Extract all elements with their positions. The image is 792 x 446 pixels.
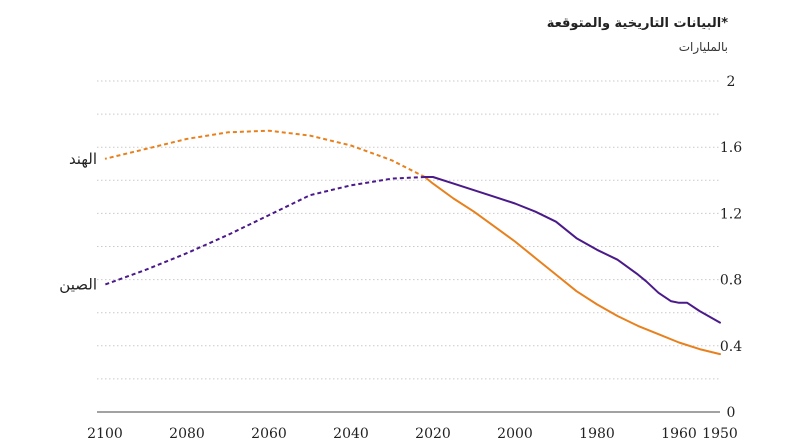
- series-name-label: الصين: [59, 276, 97, 294]
- series-lines: [104, 129, 721, 356]
- x-tick-label: 2020: [415, 426, 451, 442]
- x-axis-tick-labels: 1950 1960 1980 2000 2020 2040 2060 2080 2100: [87, 426, 738, 442]
- series-projected-line: [104, 129, 426, 178]
- x-tick-label: 1980: [579, 426, 615, 442]
- series-projected-line: [104, 176, 425, 286]
- x-tick-label: 2100: [87, 426, 123, 442]
- y-tick-label: 0.8: [720, 273, 742, 289]
- series-name-label: الهند: [69, 150, 97, 168]
- gridlines: [97, 80, 720, 413]
- x-tick-label: 2040: [333, 426, 369, 442]
- series-labels: الهند الصين: [59, 150, 97, 294]
- x-tick-label: 1950: [702, 426, 738, 442]
- series-historical-line: [423, 176, 721, 324]
- x-tick-label: 1960: [661, 426, 697, 442]
- y-axis-unit-label: بالمليارات: [678, 40, 728, 54]
- y-tick-label: 0.4: [720, 339, 742, 355]
- y-tick-label: 1.6: [720, 140, 742, 156]
- y-tick-label: 1.2: [720, 206, 742, 222]
- x-tick-label: 2060: [251, 426, 287, 442]
- y-tick-label: 0: [727, 405, 736, 421]
- chart-subtitle: *البيانات التاريخية والمتوقعة: [546, 16, 728, 31]
- y-tick-label: 2: [727, 74, 736, 90]
- x-tick-label: 2080: [169, 426, 205, 442]
- series-historical-line: [423, 176, 721, 356]
- x-tick-label: 2000: [497, 426, 533, 442]
- y-axis-tick-labels: 0 0.4 0.8 1.2 1.6 2: [720, 74, 742, 421]
